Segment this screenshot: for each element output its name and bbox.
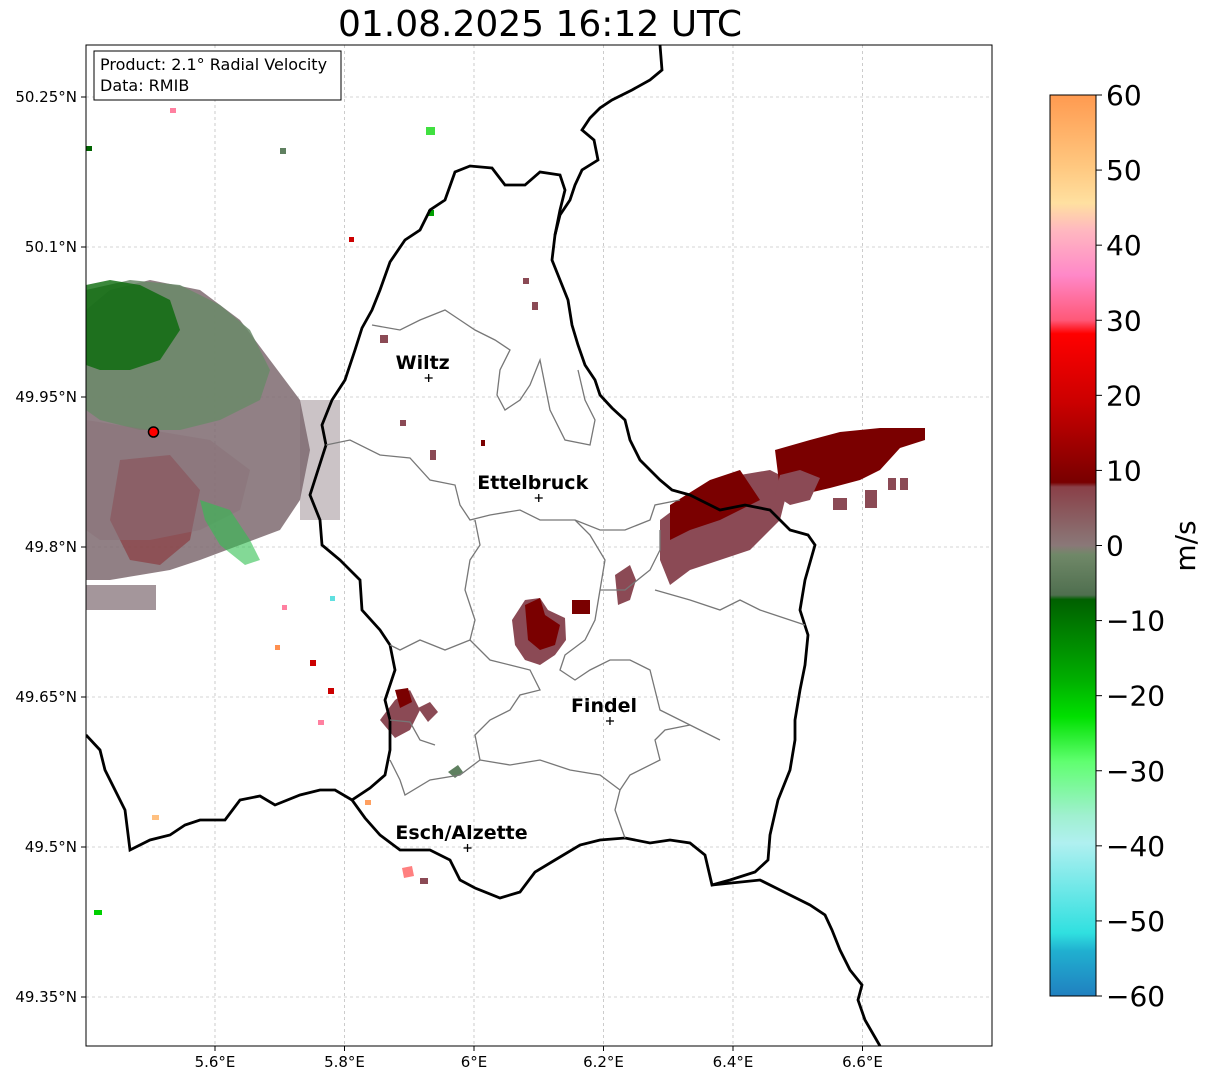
map-frame (85, 44, 993, 1047)
latitude-tick-labels: 50.25°N 50.1°N 49.95°N 49.8°N 49.65°N 49.5°N 4… (15, 88, 77, 1006)
colorbar-tick-label: −40 (1106, 830, 1165, 863)
colorbar: 60 50 40 30 20 10 0 −10 −20 −30 −40 −50 −60 m/s (1049, 79, 1202, 1013)
colorbar-gradient (1049, 94, 1097, 997)
info-data-line: Data: RMIB (100, 76, 189, 95)
lat-tick-label: 49.5°N (25, 838, 77, 856)
lat-tick-label: 49.8°N (25, 538, 77, 556)
city-esch-alzette: Esch/Alzette (395, 822, 528, 852)
luxembourg-border (308, 164, 817, 900)
city-label: Esch/Alzette (395, 822, 527, 844)
colorbar-tick-label: 0 (1106, 530, 1124, 563)
colorbar-tick-label: −10 (1106, 605, 1165, 638)
city-ettelbruck: Ettelbruck (477, 472, 589, 502)
colorbar-tick-label: −50 (1106, 905, 1165, 938)
lon-tick-label: 5.6°E (195, 1053, 236, 1071)
lat-tick-label: 49.35°N (15, 988, 77, 1006)
colorbar-tick-label: 20 (1106, 379, 1142, 412)
border-germany-north (553, 45, 664, 236)
colorbar-tick-label: 50 (1106, 154, 1142, 187)
colorbar-tick-label: 30 (1106, 304, 1142, 337)
city-markers: Wiltz Ettelbruck Findel Esch/Alzette (395, 352, 637, 852)
colorbar-ticks: 60 50 40 30 20 10 0 −10 −20 −30 −40 −50 −60 (1096, 79, 1165, 1013)
city-findel: Findel (571, 695, 637, 725)
colorbar-tick-label: −20 (1106, 680, 1165, 713)
scattered-echoes (86, 108, 908, 915)
lat-tick-label: 50.1°N (25, 238, 77, 256)
lon-tick-label: 6°E (461, 1053, 488, 1071)
lat-tick-label: 49.65°N (15, 688, 77, 706)
city-label: Findel (571, 695, 637, 717)
border-germany-south (711, 878, 882, 1046)
map-title: 01.08.2025 16:12 UTC (337, 4, 743, 45)
colorbar-tick-label: 60 (1106, 79, 1142, 112)
city-wiltz: Wiltz (396, 352, 450, 382)
lat-tick-label: 49.95°N (15, 388, 77, 406)
lon-tick-label: 6.4°E (713, 1053, 754, 1071)
storm-cell-northeast (615, 428, 925, 605)
city-label: Wiltz (396, 352, 450, 374)
info-product-line: Product: 2.1° Radial Velocity (100, 55, 327, 74)
border-france-west (86, 734, 353, 853)
colorbar-unit-label: m/s (1169, 520, 1202, 571)
lon-tick-label: 5.8°E (324, 1053, 365, 1071)
lat-tick-label: 50.25°N (15, 88, 77, 106)
colorbar-tick-label: 40 (1106, 229, 1142, 262)
colorbar-tick-label: −30 (1106, 755, 1165, 788)
colorbar-tick-label: 10 (1106, 454, 1142, 487)
canton-boundaries (325, 309, 806, 839)
radar-near-field (86, 280, 340, 610)
colorbar-tick-label: −60 (1106, 980, 1165, 1013)
storm-cell-central (512, 598, 590, 665)
radar-echoes (86, 108, 925, 915)
radar-site-marker (147, 426, 160, 438)
lon-tick-label: 6.6°E (842, 1053, 883, 1071)
lon-tick-label: 6.2°E (583, 1053, 624, 1071)
longitude-tick-labels: 5.6°E 5.8°E 6°E 6.2°E 6.4°E 6.6°E (195, 1053, 883, 1071)
city-label: Ettelbruck (477, 472, 588, 494)
product-info-box: Product: 2.1° Radial Velocity Data: RMIB (93, 50, 342, 101)
